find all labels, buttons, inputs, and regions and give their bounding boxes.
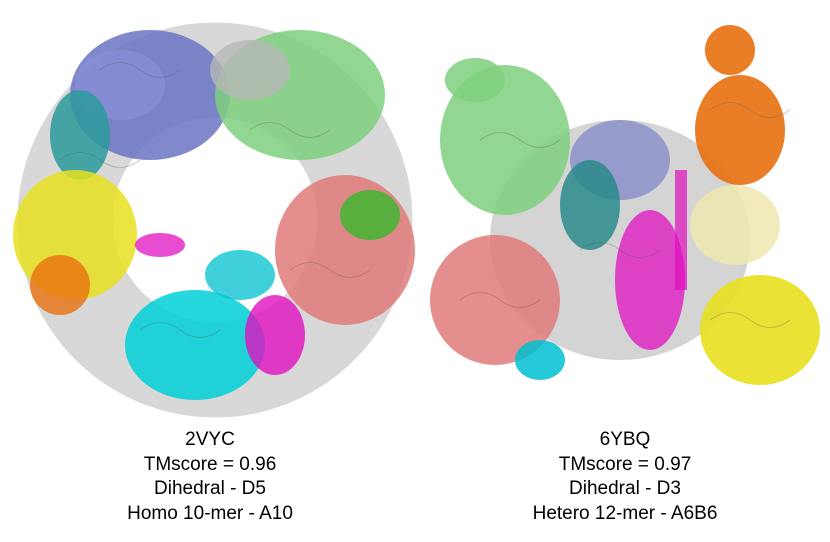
- pdb-id-label: 2VYC: [185, 429, 235, 450]
- caption-6ybq: 6YBQ TMscore = 0.97 Dihedral - D3 Hetero…: [420, 428, 830, 526]
- symmetry-label: Dihedral - D3: [569, 478, 681, 499]
- symmetry-label: Dihedral - D5: [154, 478, 266, 499]
- tmscore-label: TMscore = 0.97: [558, 453, 692, 475]
- stoichiometry-label: Hetero 12-mer - A6B6: [532, 502, 718, 524]
- structure-panel-2vyc: 2VYC TMscore = 0.96 Dihedral - D5 Homo 1…: [0, 22, 420, 526]
- tmscore-label: TMscore = 0.96: [143, 453, 277, 475]
- protein-structure-image-2vyc: [13, 22, 415, 418]
- stoichiometry-label: Homo 10-mer - A10: [127, 502, 293, 524]
- structure-panel-6ybq: 6YBQ TMscore = 0.97 Dihedral - D3 Hetero…: [420, 0, 830, 542]
- pdb-id-label: 6YBQ: [599, 429, 651, 450]
- protein-structure-image-6ybq: [430, 25, 820, 385]
- caption-2vyc: 2VYC TMscore = 0.96 Dihedral - D5 Homo 1…: [0, 428, 420, 526]
